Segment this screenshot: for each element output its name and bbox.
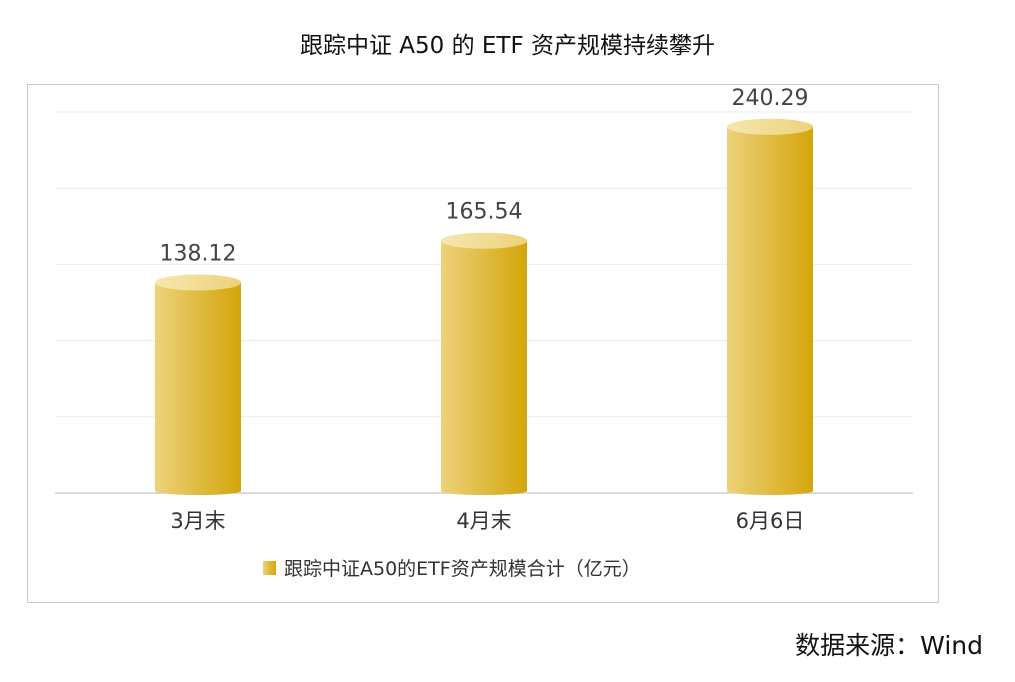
- bar-body: [155, 282, 241, 495]
- bar-2: 165.54: [441, 200, 527, 495]
- bar-value-label: 138.12: [160, 242, 237, 267]
- data-source: 数据来源：Wind: [795, 631, 983, 660]
- chart-title: 跟踪中证 A50 的 ETF 资产规模持续攀升: [299, 33, 716, 59]
- x-tick-label: 3月末: [170, 509, 225, 533]
- bar-value-label: 240.29: [732, 86, 809, 111]
- bar-top: [727, 118, 813, 135]
- bar-top: [441, 232, 527, 249]
- legend: 跟踪中证A50的ETF资产规模合计（亿元）: [263, 558, 641, 580]
- bar-1: 138.12: [155, 242, 241, 495]
- bar-3: 240.29: [727, 86, 813, 496]
- bar-top: [155, 274, 241, 291]
- bars-group: 138.12 165.54 240.29: [155, 86, 813, 496]
- x-tick-label: 4月末: [456, 509, 511, 533]
- bar-value-label: 165.54: [446, 200, 523, 225]
- legend-label: 跟踪中证A50的ETF资产规模合计（亿元）: [284, 558, 641, 580]
- x-tick-labels: 3月末 4月末 6月6日: [170, 509, 804, 533]
- x-tick-label: 6月6日: [736, 509, 805, 533]
- bar-body: [441, 240, 527, 495]
- bar-body: [727, 126, 813, 496]
- legend-swatch: [263, 561, 276, 575]
